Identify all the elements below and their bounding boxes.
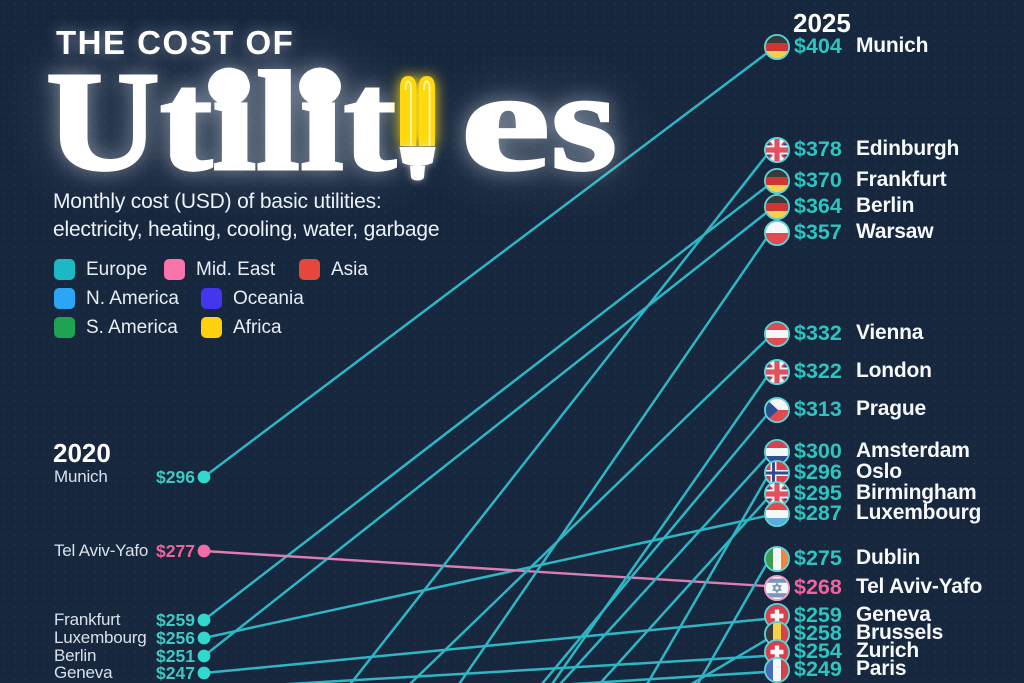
svg-text:Utilit: Utilit (46, 42, 396, 200)
svg-text:s: s (551, 42, 617, 200)
svg-text:e: e (461, 42, 550, 200)
